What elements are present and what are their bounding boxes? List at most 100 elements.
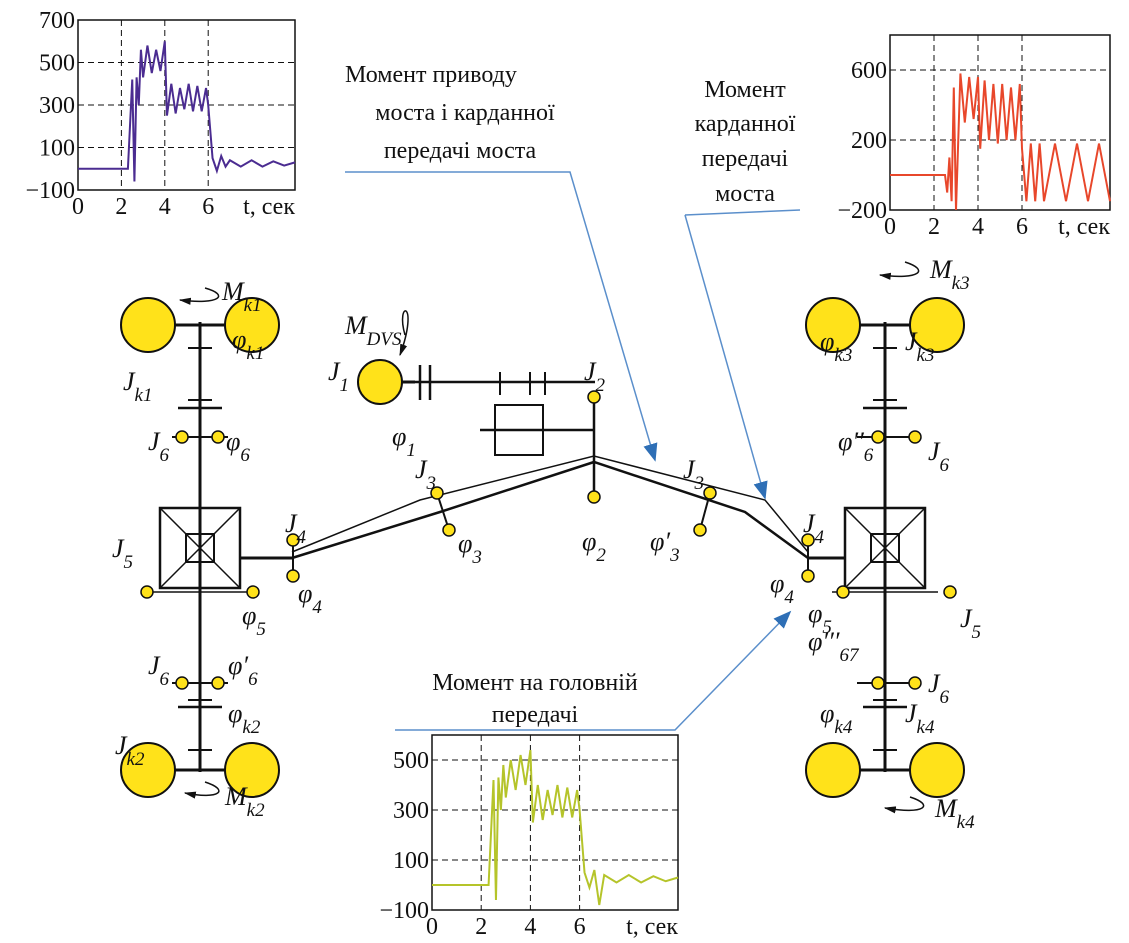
label-symbol: φ′	[650, 527, 670, 556]
callout-line	[345, 172, 655, 460]
label-symbol: φ	[770, 569, 784, 598]
shaft	[292, 462, 808, 558]
label-subscript: 3	[669, 545, 680, 566]
label: φ4	[770, 569, 794, 608]
label: J2	[584, 357, 606, 396]
label-subscript: 6	[940, 687, 950, 708]
y-tick-label: 700	[39, 8, 75, 34]
label-subscript: k3	[917, 345, 935, 366]
label-subscript: 2	[596, 375, 606, 396]
wheel	[910, 743, 964, 797]
x-tick-label: 2	[928, 214, 940, 240]
label-subscript: k4	[957, 812, 975, 833]
label: φ′′′67	[808, 627, 860, 666]
label-symbol: M	[224, 782, 248, 811]
torque-arrow	[185, 782, 219, 795]
label-subscript: 3	[694, 473, 705, 494]
y-tick-label: −100	[379, 898, 429, 924]
label-subscript: k2	[242, 717, 260, 738]
inertia-dot	[176, 431, 188, 443]
label: J1	[328, 357, 349, 396]
label-symbol: M	[344, 311, 368, 340]
inertia-dot	[443, 524, 455, 536]
label-subscript: 2	[596, 545, 606, 566]
label-subscript: 5	[972, 622, 982, 643]
label: J6	[148, 651, 170, 690]
label-subscript: 1	[340, 375, 350, 396]
inertia-dot	[694, 524, 706, 536]
label-subscript: 67	[839, 645, 860, 666]
label: Mk3	[929, 255, 970, 294]
label-subscript: k2	[247, 800, 265, 821]
label-subscript: 6	[864, 445, 874, 466]
inertia-dot	[872, 431, 884, 443]
label-subscript: 4	[297, 527, 307, 548]
engine-wheel	[358, 360, 402, 404]
callout-line	[685, 215, 765, 498]
torque-arrow	[180, 288, 219, 301]
label-subscript: 6	[940, 455, 950, 476]
label-symbol: φ	[808, 599, 822, 628]
y-tick-label: 500	[393, 748, 429, 774]
inertia-dot	[704, 487, 716, 499]
label: Jk2	[115, 731, 145, 770]
label-symbol: φ′′′	[808, 627, 840, 656]
y-tick-label: 600	[851, 58, 887, 84]
x-tick-label: 0	[426, 914, 438, 940]
label: φ′3	[650, 527, 680, 566]
x-axis-label: t, сек	[626, 914, 678, 940]
label-symbol: M	[929, 255, 953, 284]
label: J5	[112, 534, 133, 573]
torque-arrow	[885, 797, 924, 810]
inertia-dot	[588, 491, 600, 503]
label-subscript: 5	[124, 552, 134, 573]
label-symbol: φ	[392, 422, 406, 451]
annotation: передачі	[492, 702, 579, 728]
label-subscript: 6	[240, 445, 250, 466]
label-symbol: φ	[226, 427, 240, 456]
label-subscript: 3	[426, 473, 437, 494]
label-symbol: φ	[582, 527, 596, 556]
label-subscript: k3	[952, 273, 970, 294]
label: J6	[928, 437, 950, 476]
inertia-dot	[176, 677, 188, 689]
label: φ5	[242, 601, 266, 640]
inertia-dot	[909, 677, 921, 689]
label: φk2	[228, 699, 261, 738]
label-symbol: φ	[820, 699, 834, 728]
inertia-dot	[909, 431, 921, 443]
shaft	[292, 456, 808, 552]
label: φ2	[582, 527, 606, 566]
annotation: передачі моста	[384, 138, 537, 164]
label-symbol: φ	[232, 325, 246, 354]
label-subscript: 4	[312, 597, 322, 618]
label-subscript: 5	[256, 619, 266, 640]
y-tick-label: 200	[851, 128, 887, 154]
label-subscript: k1	[135, 385, 153, 406]
label-subscript: k4	[917, 717, 935, 738]
annotation: Момент	[704, 77, 786, 103]
x-tick-label: 0	[884, 214, 896, 240]
x-tick-label: 6	[202, 194, 214, 220]
label-subscript: 4	[784, 587, 794, 608]
label: φ′6	[228, 651, 258, 690]
annotation: передачі	[702, 146, 789, 172]
label: Jk1	[123, 367, 152, 406]
x-tick-label: 2	[115, 194, 127, 220]
label-symbol: φ′	[228, 651, 248, 680]
label: φ3	[458, 529, 482, 568]
annotation: Момент на головній	[432, 670, 638, 696]
label-symbol: φ	[242, 601, 256, 630]
inertia-dot	[802, 570, 814, 582]
label-subscript: 4	[815, 527, 825, 548]
callout-line	[685, 210, 800, 215]
wheel	[806, 743, 860, 797]
label: Mk4	[934, 794, 975, 833]
inertia-dot	[212, 677, 224, 689]
label: J3	[415, 455, 436, 494]
label-symbol: M	[221, 277, 245, 306]
label-subscript: 6	[248, 669, 258, 690]
annotation: Момент приводу	[345, 62, 517, 88]
label-symbol: φ	[298, 579, 312, 608]
label: J6	[928, 669, 950, 708]
